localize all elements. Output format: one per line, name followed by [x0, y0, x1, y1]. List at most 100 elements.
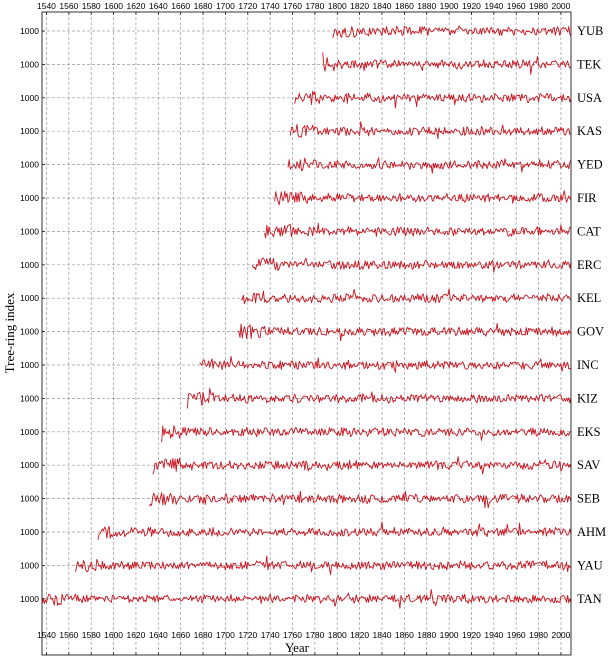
- series-line-tek: [322, 52, 572, 75]
- y-tick-label: 1000: [20, 160, 39, 170]
- series-label-yub: YUB: [577, 24, 603, 38]
- y-tick-label: 1000: [20, 126, 39, 136]
- bottom-tick-label: 1540: [37, 630, 56, 640]
- series-line-kas: [289, 121, 572, 140]
- series-label-inc: INC: [577, 358, 599, 372]
- x-axis-title: Year: [285, 640, 310, 655]
- series-line-sav: [152, 456, 572, 475]
- top-tick-label: 1760: [283, 1, 302, 11]
- grid: [42, 12, 571, 655]
- top-tick-label: 1540: [37, 1, 56, 11]
- top-tick-label: 1580: [82, 1, 101, 11]
- top-tick-label: 1980: [529, 1, 548, 11]
- top-tick-label: 1700: [216, 1, 235, 11]
- bottom-tick-label: 1980: [529, 630, 548, 640]
- series-label-kiz: KIZ: [577, 391, 598, 405]
- top-tick-label: 1880: [417, 1, 436, 11]
- top-tick-label: 1860: [395, 1, 414, 11]
- bottom-tick-label: 1620: [126, 630, 145, 640]
- bottom-tick-label: 1640: [149, 630, 168, 640]
- series-label-erc: ERC: [577, 258, 601, 272]
- top-tick-label: 1720: [238, 1, 257, 11]
- bottom-tick-label: 1880: [417, 630, 436, 640]
- y-tick-label: 1000: [20, 427, 39, 437]
- series-line-seb: [148, 490, 572, 509]
- top-tick-label: 1600: [104, 1, 123, 11]
- series-label-ahm: AHM: [577, 525, 606, 539]
- series-label-tek: TEK: [577, 57, 601, 71]
- y-tick-label: 1000: [20, 226, 39, 236]
- y-tick-label: 1000: [20, 594, 39, 604]
- series-line-yub: [332, 25, 572, 39]
- y-tick-label: 1000: [20, 494, 39, 504]
- bottom-tick-label: 1600: [104, 630, 123, 640]
- y-tick-label: 1000: [20, 93, 39, 103]
- series-line-eks: [161, 425, 572, 443]
- series-line-kiz: [186, 387, 572, 409]
- bottom-tick-label: 1960: [507, 630, 526, 640]
- top-tick-label: 1800: [328, 1, 347, 11]
- y-tick-label: 1000: [20, 460, 39, 470]
- series-label-cat: CAT: [577, 224, 601, 238]
- y-tick-label: 1000: [20, 527, 39, 537]
- series-label-sav: SAV: [577, 458, 600, 472]
- y-tick-label: 1000: [20, 293, 39, 303]
- series-label-usa: USA: [577, 91, 602, 105]
- series-label-tan: TAN: [577, 592, 602, 606]
- top-tick-label: 2000: [551, 1, 570, 11]
- plot-frame: [41, 11, 572, 656]
- series-label-eks: EKS: [577, 425, 601, 439]
- top-tick-label: 1840: [373, 1, 392, 11]
- top-tick-label: 1620: [126, 1, 145, 11]
- bottom-tick-label: 1760: [283, 630, 302, 640]
- top-tick-label: 1640: [149, 1, 168, 11]
- y-tick-label: 1000: [20, 360, 39, 370]
- series-line-gov: [237, 322, 572, 342]
- bottom-tick-label: 1560: [59, 630, 78, 640]
- series-line-yed: [287, 157, 572, 174]
- top-tick-label: 1740: [261, 1, 280, 11]
- series-line-ahm: [97, 521, 572, 541]
- bottom-tick-label: 1740: [261, 630, 280, 640]
- top-tick-label: 1780: [305, 1, 324, 11]
- bottom-axis: 1540 1560 1580 1600 1620 1640 1660 1680 1700 1720…: [37, 630, 571, 655]
- site-labels: YUB TEK USA KAS YED FIR CAT ERC KEL GOV INC KIZ EKS S…: [577, 24, 606, 606]
- series-line-yau: [75, 555, 572, 576]
- bottom-tick-label: 1700: [216, 630, 235, 640]
- series-label-kel: KEL: [577, 291, 601, 305]
- y-tick-label: 1000: [20, 59, 39, 69]
- series-label-fir: FIR: [577, 191, 597, 205]
- top-tick-label: 1660: [171, 1, 190, 11]
- bottom-tick-label: 1860: [395, 630, 414, 640]
- bottom-tick-label: 1680: [194, 630, 213, 640]
- series-line-tan: [41, 589, 572, 609]
- bottom-tick-label: 1840: [373, 630, 392, 640]
- series-label-yau: YAU: [577, 558, 603, 572]
- y-tick-label: 1000: [20, 393, 39, 403]
- y-axis-title: Tree-ring index: [2, 292, 17, 373]
- bottom-tick-label: 1780: [305, 630, 324, 640]
- y-tick-label: 1000: [20, 26, 39, 36]
- top-tick-label: 1920: [462, 1, 481, 11]
- bottom-tick-label: 2000: [551, 630, 570, 640]
- series-line-fir: [274, 190, 572, 206]
- bottom-tick-label: 1720: [238, 630, 257, 640]
- series-label-yed: YED: [577, 158, 603, 172]
- series-line-usa: [294, 90, 572, 109]
- y-axis-ticks: 1000 1000 1000 1000 1000 1000 1000 1000 1000 1000…: [20, 26, 45, 604]
- bottom-tick-label: 1580: [82, 630, 101, 640]
- series-label-kas: KAS: [577, 124, 602, 138]
- bottom-tick-label: 1800: [328, 630, 347, 640]
- y-tick-label: 1000: [20, 560, 39, 570]
- y-tick-label: 1000: [20, 260, 39, 270]
- series-line-inc: [199, 356, 572, 373]
- top-tick-label: 1560: [59, 1, 78, 11]
- series-line-kel: [240, 288, 572, 305]
- y-tick-label: 1000: [20, 193, 39, 203]
- series-label-seb: SEB: [577, 492, 600, 506]
- bottom-tick-label: 1820: [350, 630, 369, 640]
- series-line-erc: [251, 257, 572, 273]
- top-tick-label: 1940: [484, 1, 503, 11]
- bottom-tick-label: 1660: [171, 630, 190, 640]
- bottom-tick-label: 1900: [440, 630, 459, 640]
